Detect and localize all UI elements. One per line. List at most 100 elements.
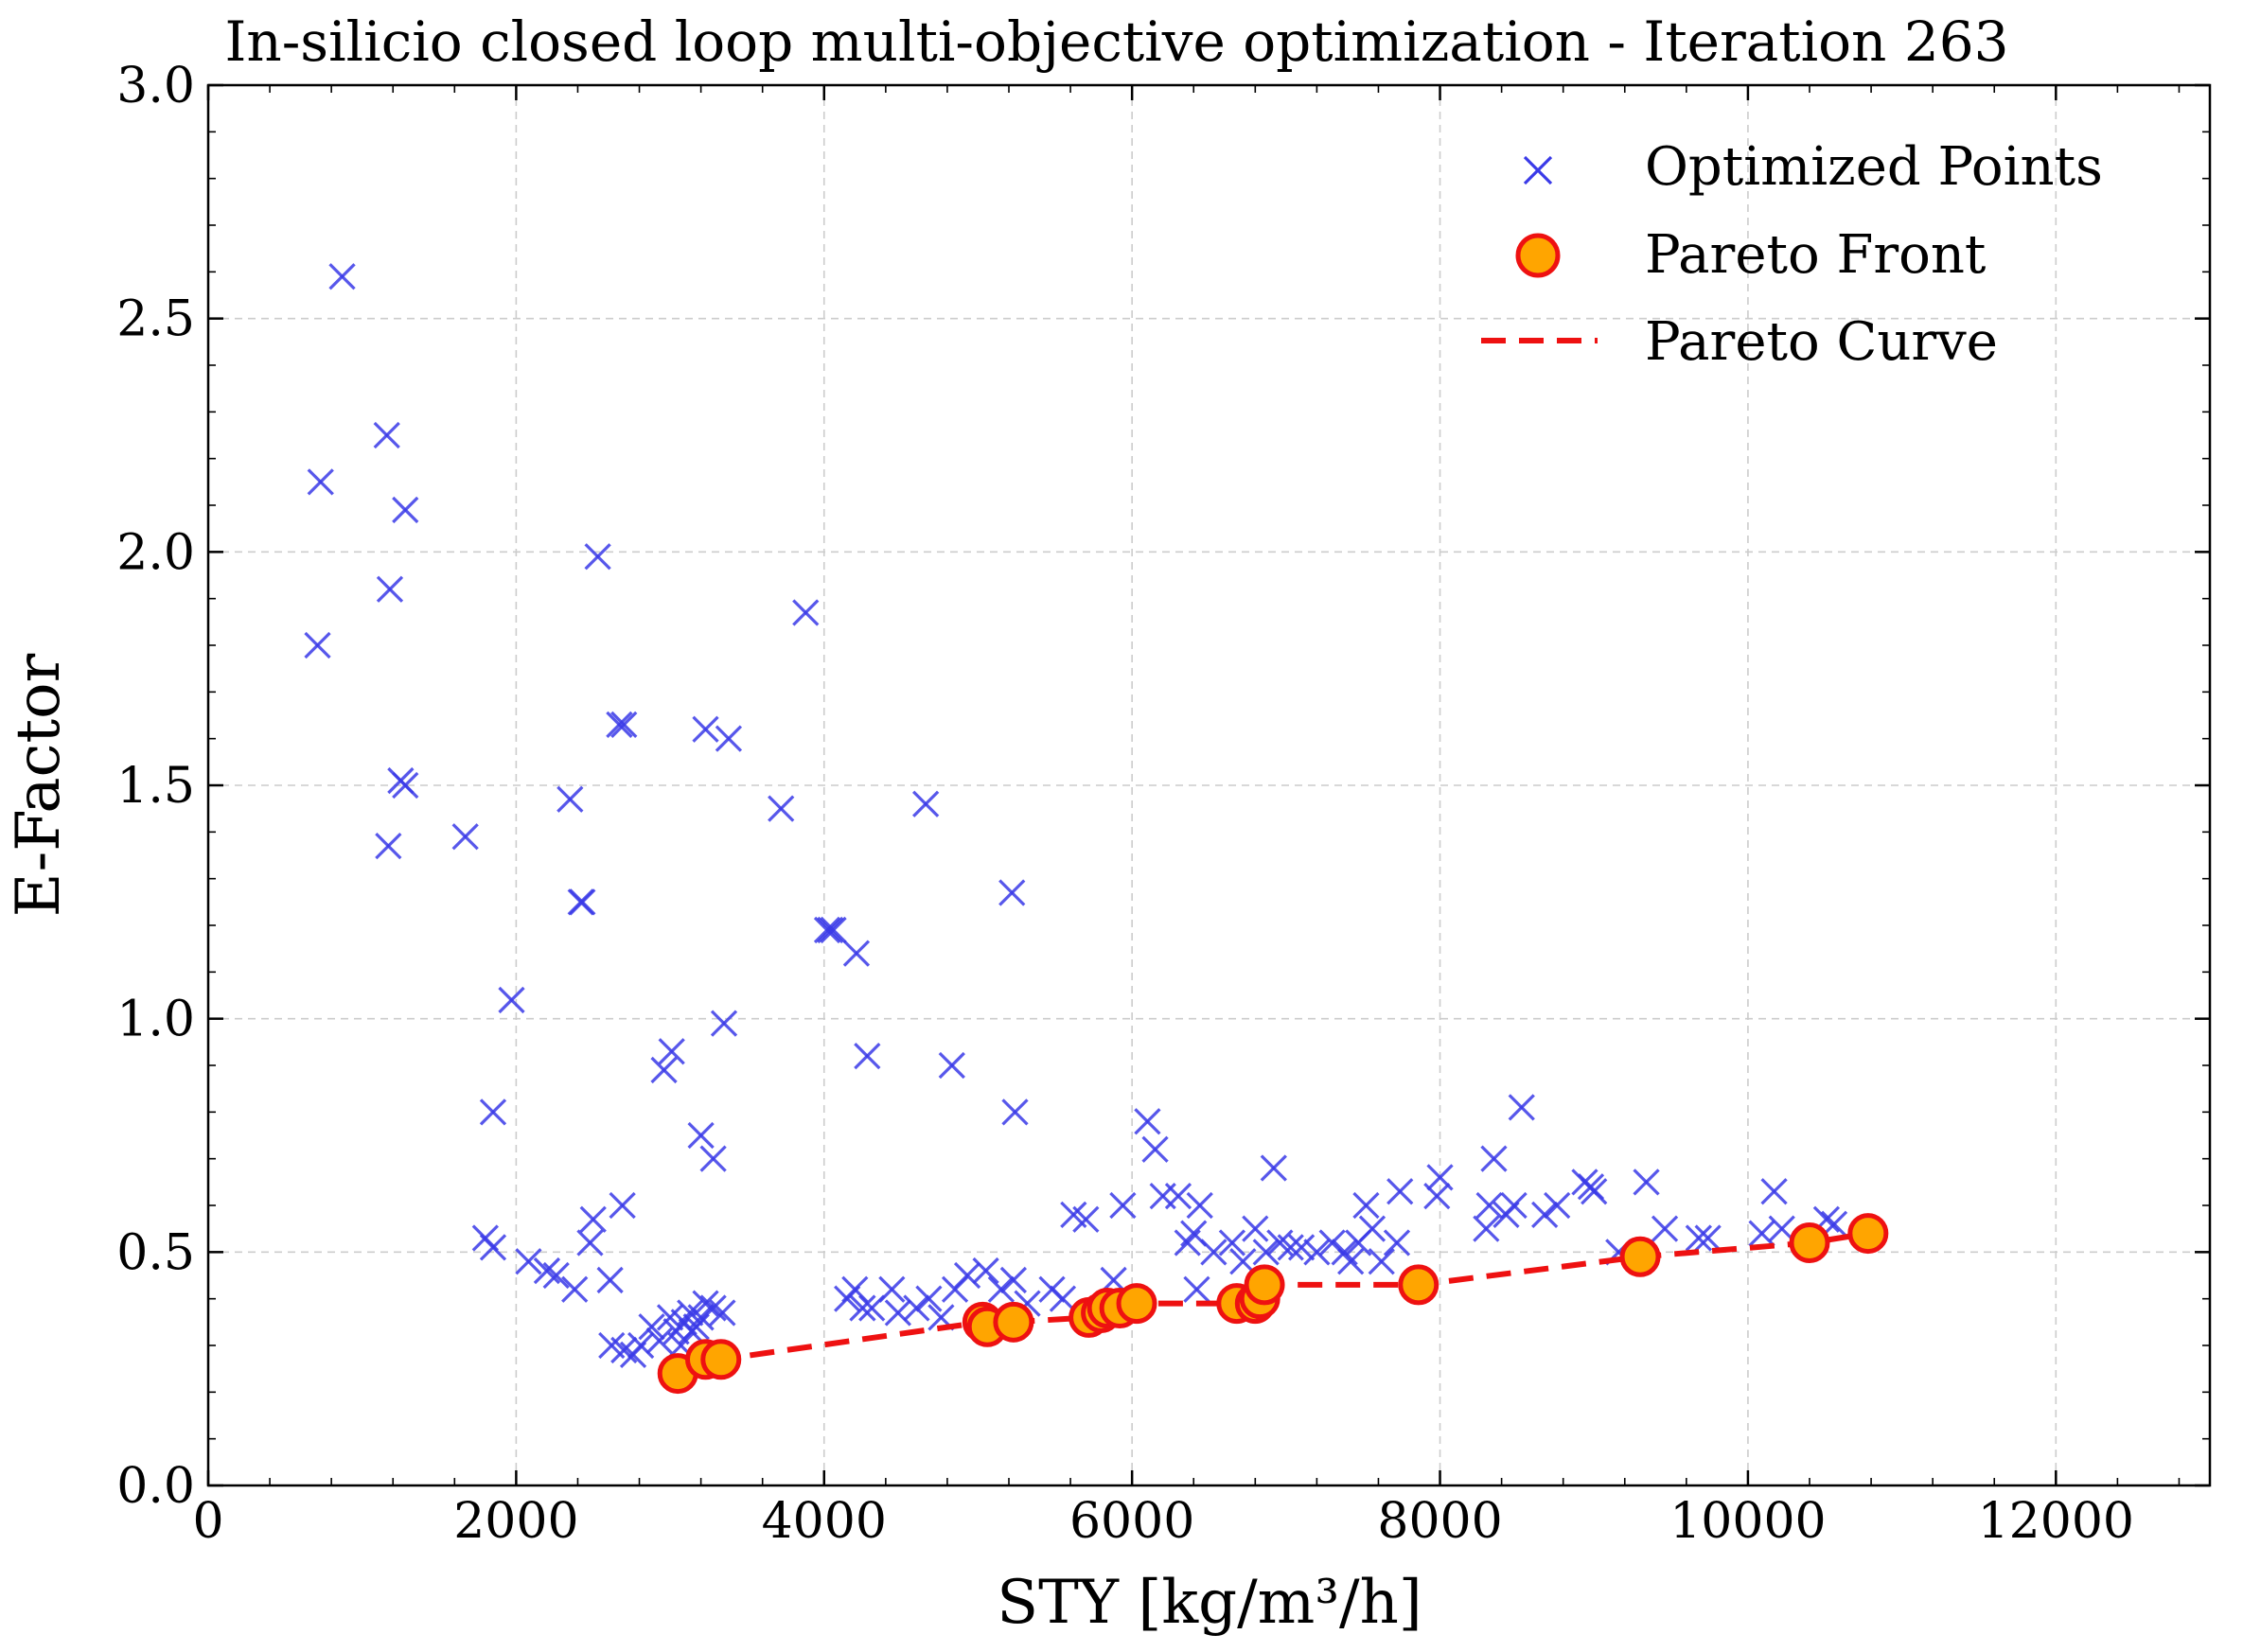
- optimized-point-stroke: [1229, 1248, 1257, 1275]
- optimized-point: [1651, 1215, 1679, 1242]
- optimized-point: [1183, 1275, 1210, 1303]
- optimized-point: [1426, 1164, 1454, 1191]
- optimized-point: [451, 823, 479, 851]
- y-tick-label: 3.0: [116, 58, 195, 114]
- optimized-point-stroke: [915, 1285, 943, 1312]
- optimized-point-stroke: [687, 1121, 715, 1150]
- optimized-point-stroke: [1277, 1234, 1304, 1261]
- x-tick-label: 6000: [1069, 1493, 1194, 1550]
- optimized-point: [1475, 1191, 1503, 1220]
- optimized-point-stroke: [692, 1290, 719, 1317]
- optimized-point-stroke: [817, 916, 844, 944]
- optimized-point: [1134, 1108, 1161, 1135]
- optimized-point-stroke: [1480, 1145, 1508, 1172]
- optimized-point: [1287, 1234, 1316, 1261]
- optimized-point-stroke: [972, 1257, 999, 1285]
- optimized-point-stroke: [610, 711, 638, 738]
- optimized-point: [699, 1145, 727, 1172]
- optimized-point-stroke: [658, 1038, 685, 1065]
- optimized-point: [715, 725, 743, 752]
- optimized-point-stroke: [638, 1313, 665, 1341]
- optimized-point-stroke: [1386, 1178, 1414, 1205]
- optimized-point-stroke: [953, 1261, 981, 1290]
- legend: Optimized Points Pareto Front Pareto Cur…: [1481, 136, 2103, 373]
- optimized-point-stroke: [392, 496, 419, 524]
- y-tick-label: 2.0: [116, 524, 195, 581]
- optimized-point-stroke: [1544, 1191, 1571, 1220]
- optimized-point-stroke: [556, 785, 584, 813]
- optimized-point-stroke: [699, 1145, 727, 1172]
- optimized-point-stroke: [569, 888, 596, 916]
- optimized-point: [998, 879, 1026, 906]
- optimized-point: [912, 790, 940, 817]
- optimized-point-stroke: [1049, 1285, 1077, 1312]
- optimized-point-stroke: [515, 1248, 542, 1275]
- legend-optimized-marker-b: [1523, 155, 1553, 185]
- optimized-point: [1694, 1224, 1722, 1252]
- optimized-point-stroke: [699, 1294, 727, 1322]
- optimized-point-stroke: [1500, 1191, 1528, 1220]
- optimized-point-stroke: [987, 1275, 1015, 1303]
- optimized-point: [392, 496, 419, 524]
- optimized-point: [392, 771, 419, 800]
- optimized-point-stroke: [998, 879, 1026, 906]
- optimized-point: [479, 1098, 507, 1126]
- optimized-point-stroke: [1186, 1191, 1213, 1220]
- optimized-point-stroke: [561, 1275, 589, 1303]
- optimized-point-stroke: [1685, 1224, 1712, 1252]
- optimized-point: [515, 1248, 542, 1275]
- pareto-front-point: [1789, 1221, 1830, 1263]
- optimized-point: [627, 1331, 655, 1360]
- pareto-front-series: [657, 1213, 1889, 1395]
- optimized-point: [1164, 1183, 1192, 1210]
- x-tick-label: 8000: [1377, 1493, 1502, 1550]
- optimized-point-stroke: [1218, 1229, 1246, 1257]
- optimized-point: [1337, 1248, 1365, 1275]
- optimized-point: [842, 940, 871, 967]
- optimized-point-stroke: [598, 1331, 626, 1360]
- legend-label-pareto-curve: Pareto Curve: [1645, 311, 1998, 373]
- pareto-front-point: [1116, 1283, 1157, 1325]
- optimized-point-stroke: [1768, 1215, 1795, 1242]
- optimized-point: [678, 1318, 705, 1345]
- optimized-point-stroke: [903, 1294, 930, 1322]
- optimized-point-stroke: [609, 1191, 636, 1220]
- chart-title: In-silicio closed loop multi-objective o…: [224, 9, 2008, 74]
- optimized-point: [638, 1313, 665, 1341]
- optimized-point-stroke: [498, 986, 525, 1014]
- optimized-point: [699, 1294, 727, 1322]
- optimized-point-stroke: [813, 916, 841, 944]
- optimized-point-stroke: [1581, 1178, 1608, 1205]
- optimized-point: [498, 986, 525, 1014]
- optimized-point: [820, 916, 847, 944]
- optimized-point-stroke: [328, 263, 356, 290]
- optimized-point-stroke: [1475, 1191, 1503, 1220]
- optimized-point: [1277, 1234, 1304, 1261]
- optimized-point-stroke: [1001, 1098, 1029, 1126]
- optimized-point-stroke: [542, 1261, 570, 1290]
- optimized-point-stroke: [1760, 1178, 1788, 1205]
- optimized-point: [878, 1275, 906, 1303]
- optimized-point: [1218, 1229, 1246, 1257]
- y-tick-label: 0.0: [116, 1458, 195, 1515]
- optimized-point: [304, 631, 331, 659]
- y-tick-label: 2.5: [116, 291, 195, 348]
- x-axis-label: STY [kg/m³/h]: [997, 1568, 1422, 1638]
- optimized-point-stroke: [1748, 1220, 1775, 1247]
- legend-label-pareto-front: Pareto Front: [1645, 224, 1987, 286]
- optimized-point-stroke: [715, 725, 743, 752]
- legend-pareto-front-marker: [1515, 233, 1561, 278]
- optimized-point: [884, 1299, 911, 1327]
- optimized-point: [987, 1275, 1015, 1303]
- x-tick-label: 2000: [453, 1493, 578, 1550]
- optimized-point-stroke: [1318, 1229, 1346, 1257]
- optimized-point: [658, 1038, 685, 1065]
- optimized-point: [953, 1261, 981, 1290]
- optimized-point-stroke: [1426, 1164, 1454, 1191]
- optimized-point-stroke: [1287, 1234, 1316, 1261]
- optimized-point-stroke: [692, 715, 719, 743]
- optimized-point-stroke: [596, 1266, 624, 1294]
- optimized-point: [328, 263, 356, 290]
- optimized-point-stroke: [645, 1327, 673, 1355]
